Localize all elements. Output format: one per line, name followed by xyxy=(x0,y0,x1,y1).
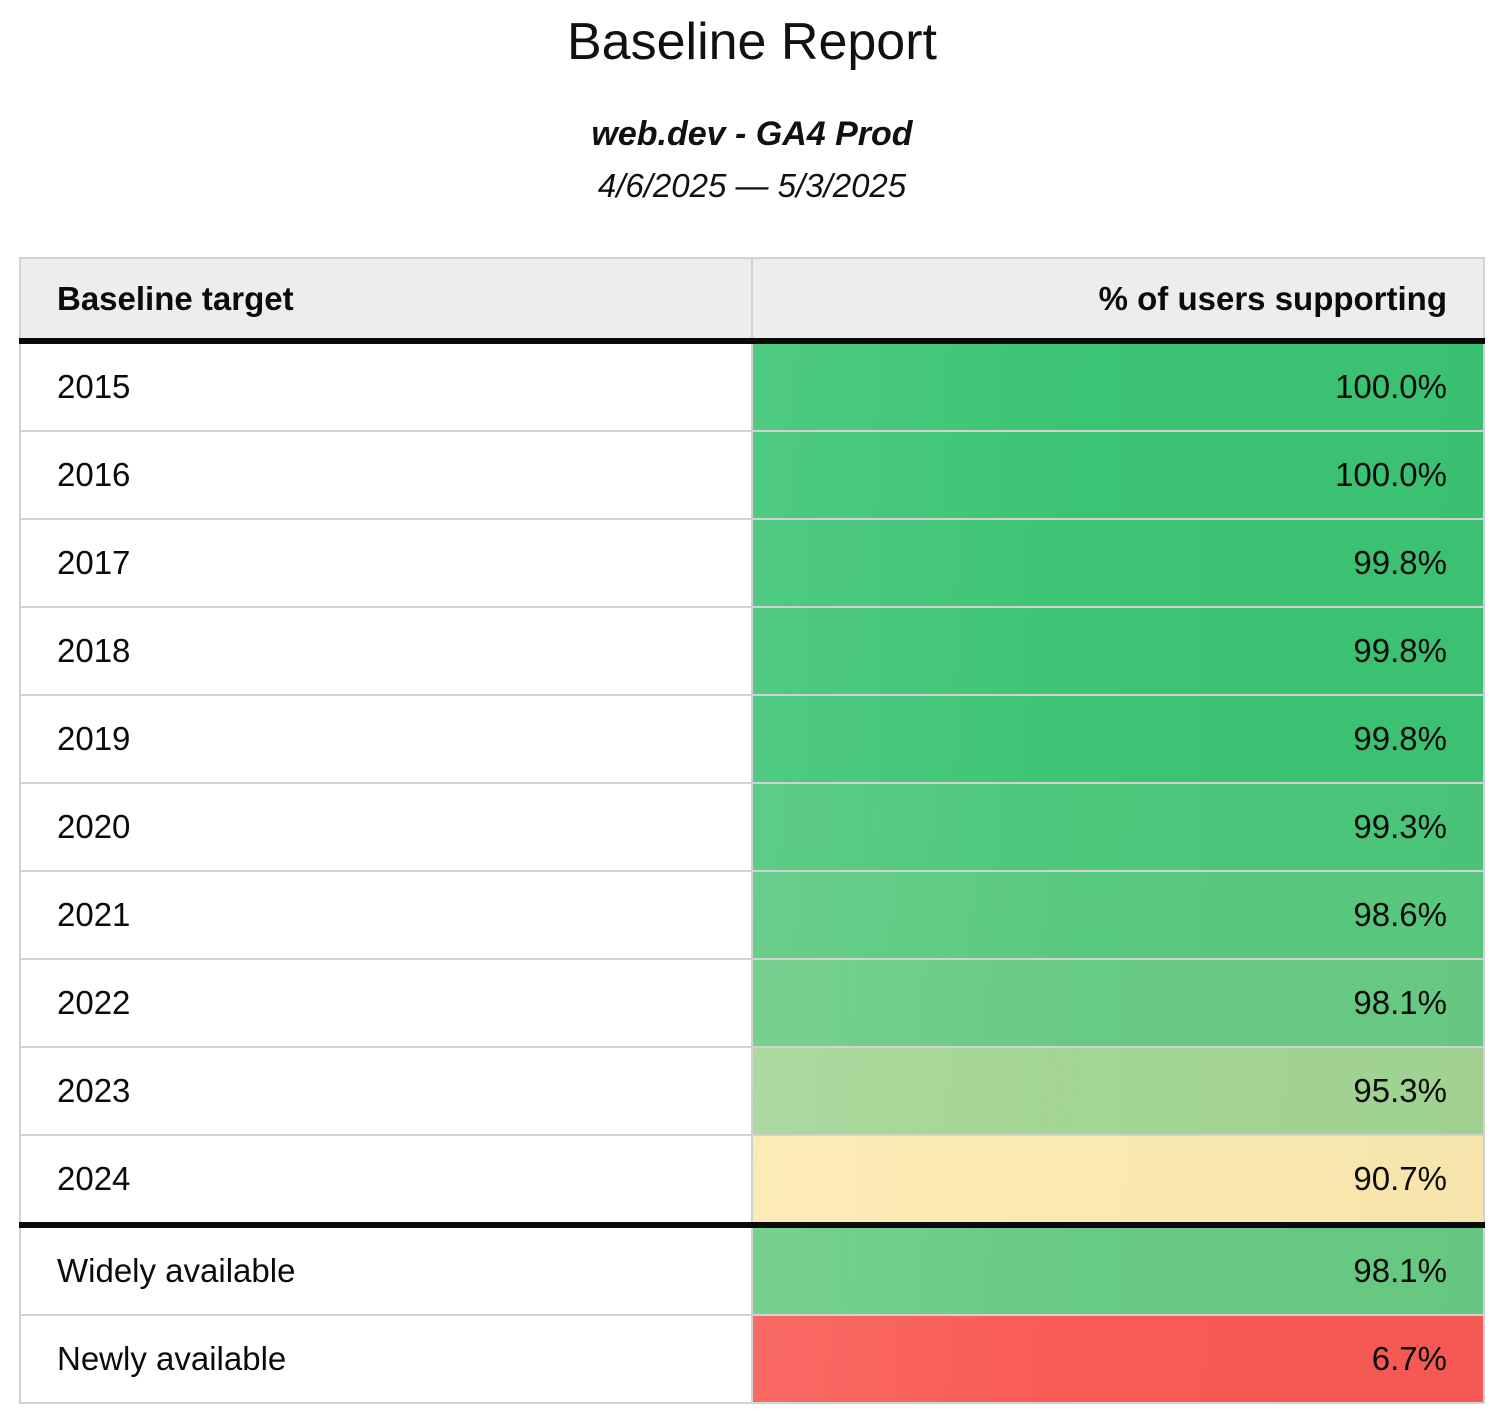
row-label: 2018 xyxy=(19,606,753,697)
table-row: 2022 98.1% xyxy=(19,958,1485,1049)
table-row: Widely available 98.1% xyxy=(19,1222,1485,1317)
table-row: 2016 100.0% xyxy=(19,430,1485,521)
row-label: 2020 xyxy=(19,782,753,873)
report-source: web.dev - GA4 Prod xyxy=(591,115,913,154)
row-label: 2017 xyxy=(19,518,753,609)
row-label: Newly available xyxy=(19,1314,753,1405)
row-label: 2015 xyxy=(19,340,753,433)
row-value: 98.1% xyxy=(751,958,1485,1049)
table-body: 2015 100.0% 2016 100.0% 2017 99.8% 2018 … xyxy=(19,340,1485,1405)
page-title: Baseline Report xyxy=(567,13,937,71)
row-value: 95.3% xyxy=(751,1046,1485,1137)
row-label: Widely available xyxy=(19,1222,753,1317)
row-value: 98.1% xyxy=(751,1222,1485,1317)
table-row: 2017 99.8% xyxy=(19,518,1485,609)
row-value: 6.7% xyxy=(751,1314,1485,1405)
row-value: 90.7% xyxy=(751,1134,1485,1227)
table-row: 2018 99.8% xyxy=(19,606,1485,697)
table-row: 2020 99.3% xyxy=(19,782,1485,873)
row-label: 2021 xyxy=(19,870,753,961)
table-row: Newly available 6.7% xyxy=(19,1314,1485,1405)
table-row: 2023 95.3% xyxy=(19,1046,1485,1137)
row-value: 100.0% xyxy=(751,340,1485,433)
column-header-users-supporting: % of users supporting xyxy=(751,257,1485,345)
row-value: 98.6% xyxy=(751,870,1485,961)
report-date-range: 4/6/2025 — 5/3/2025 xyxy=(597,167,907,205)
baseline-table: Baseline target % of users supporting 20… xyxy=(19,257,1485,1405)
row-value: 99.3% xyxy=(751,782,1485,873)
row-value: 99.8% xyxy=(751,606,1485,697)
table-row: 2019 99.8% xyxy=(19,694,1485,785)
row-label: 2023 xyxy=(19,1046,753,1137)
table-row: 2024 90.7% xyxy=(19,1134,1485,1227)
row-label: 2024 xyxy=(19,1134,753,1227)
row-label: 2019 xyxy=(19,694,753,785)
table-row: 2015 100.0% xyxy=(19,340,1485,433)
column-header-baseline-target: Baseline target xyxy=(19,257,753,345)
row-value: 99.8% xyxy=(751,518,1485,609)
table-header-row: Baseline target % of users supporting xyxy=(19,257,1485,345)
row-value: 100.0% xyxy=(751,430,1485,521)
row-label: 2016 xyxy=(19,430,753,521)
table-row: 2021 98.6% xyxy=(19,870,1485,961)
row-value: 99.8% xyxy=(751,694,1485,785)
row-label: 2022 xyxy=(19,958,753,1049)
